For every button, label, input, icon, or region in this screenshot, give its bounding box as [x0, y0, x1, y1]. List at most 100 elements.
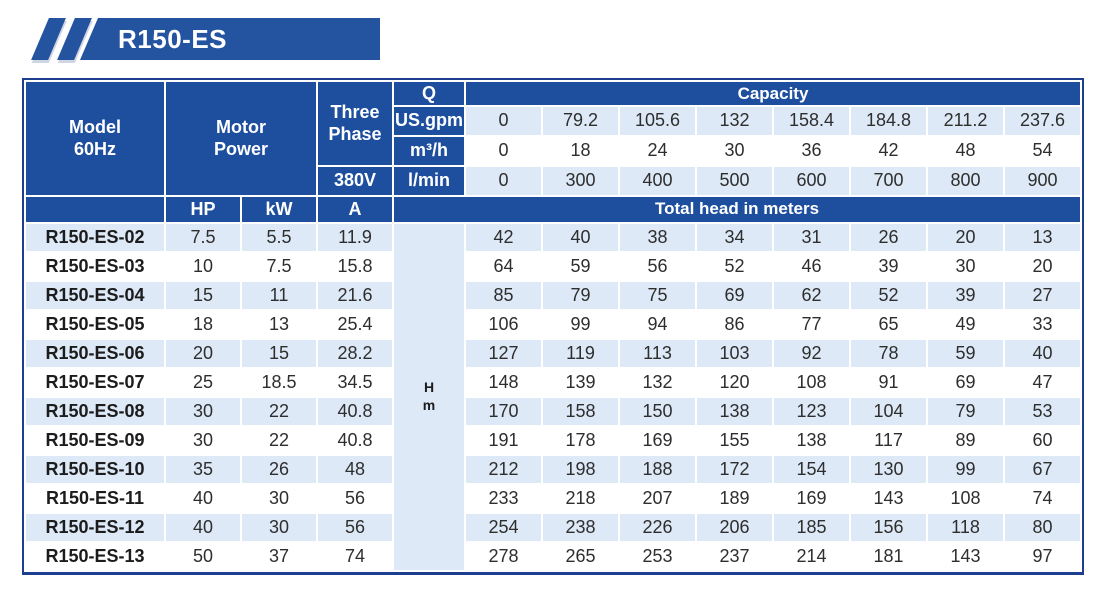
model-cell: R150-ES-13	[24, 540, 166, 572]
header-row-capacity: Model 60Hz Motor Power Three Phase Q Cap…	[24, 80, 1082, 197]
head-value-cell: 130	[849, 453, 928, 485]
head-value-cell: 99	[926, 453, 1005, 485]
head-value-cell: 188	[618, 453, 697, 485]
head-value-cell: 89	[926, 424, 1005, 456]
capacity-value-cell: 30	[695, 134, 774, 167]
hp-value-cell: 30	[164, 395, 242, 427]
header-row-units: HP kW A Total head in meters	[24, 194, 1082, 224]
head-value-cell: 207	[618, 482, 697, 514]
head-value-cell: 59	[926, 337, 1005, 369]
header-cell-m3h: m³/h	[392, 134, 466, 167]
head-value-cell: 20	[926, 221, 1005, 253]
head-value-cell: 113	[618, 337, 697, 369]
head-value-cell: 132	[618, 366, 697, 398]
table-row: R150-ES-04 15 11 21.6 85 79 75 69 62 52 39 27	[24, 279, 1082, 311]
model-cell: R150-ES-03	[24, 250, 166, 282]
head-value-cell: 99	[541, 308, 620, 340]
head-value-cell: 278	[464, 540, 543, 572]
amp-value-cell: 40.8	[316, 395, 394, 427]
header-cell-kw: kW	[240, 194, 318, 224]
table-row: R150-ES-11 40 30 56 233 218 207 189 169 143 108 74	[24, 482, 1082, 514]
capacity-value-cell: 0	[464, 104, 543, 137]
capacity-value-cell: 800	[926, 164, 1005, 197]
kw-value-cell: 22	[240, 424, 318, 456]
model-cell: R150-ES-07	[24, 366, 166, 398]
capacity-value-cell: 48	[926, 134, 1005, 167]
head-value-cell: 80	[1003, 511, 1082, 543]
amp-value-cell: 34.5	[316, 366, 394, 398]
head-value-cell: 118	[926, 511, 1005, 543]
hp-value-cell: 25	[164, 366, 242, 398]
head-value-cell: 143	[926, 540, 1005, 572]
header-cell-amp: A	[316, 194, 394, 224]
head-value-cell: 120	[695, 366, 774, 398]
head-value-cell: 139	[541, 366, 620, 398]
page-title: R150-ES	[118, 23, 227, 54]
capacity-value-cell: 0	[464, 164, 543, 197]
head-value-cell: 178	[541, 424, 620, 456]
head-value-cell: 74	[1003, 482, 1082, 514]
head-value-cell: 39	[926, 279, 1005, 311]
model-cell: R150-ES-06	[24, 337, 166, 369]
head-value-cell: 154	[772, 453, 851, 485]
head-value-cell: 123	[772, 395, 851, 427]
head-value-cell: 206	[695, 511, 774, 543]
head-value-cell: 214	[772, 540, 851, 572]
table-row: R150-ES-09 30 22 40.8 191 178 169 155 138 117 89 60	[24, 424, 1082, 456]
header-cell-lmin: l/min	[392, 164, 466, 197]
head-value-cell: 138	[772, 424, 851, 456]
model-cell: R150-ES-05	[24, 308, 166, 340]
head-value-cell: 33	[1003, 308, 1082, 340]
head-value-cell: 60	[1003, 424, 1082, 456]
amp-value-cell: 11.9	[316, 221, 394, 253]
amp-value-cell: 28.2	[316, 337, 394, 369]
head-value-cell: 40	[541, 221, 620, 253]
table-row: R150-ES-13 50 37 74 278 265 253 237 214 181 143 97	[24, 540, 1082, 572]
model-cell: R150-ES-09	[24, 424, 166, 456]
head-value-cell: 77	[772, 308, 851, 340]
head-value-cell: 79	[541, 279, 620, 311]
model-cell: R150-ES-04	[24, 279, 166, 311]
head-value-cell: 31	[772, 221, 851, 253]
kw-value-cell: 15	[240, 337, 318, 369]
amp-value-cell: 74	[316, 540, 394, 572]
head-value-cell: 13	[1003, 221, 1082, 253]
head-value-cell: 156	[849, 511, 928, 543]
header-cell-capacity: Capacity	[464, 80, 1082, 107]
hp-value-cell: 40	[164, 511, 242, 543]
capacity-value-cell: 79.2	[541, 104, 620, 137]
spec-table-frame: Model 60Hz Motor Power Three Phase Q Cap…	[22, 78, 1084, 575]
banner-body: R150-ES	[80, 18, 380, 60]
head-value-cell: 181	[849, 540, 928, 572]
head-value-cell: 78	[849, 337, 928, 369]
spec-table: Model 60Hz Motor Power Three Phase Q Cap…	[24, 80, 1082, 572]
head-value-cell: 65	[849, 308, 928, 340]
head-value-cell: 59	[541, 250, 620, 282]
table-row: R150-ES-06 20 15 28.2 127 119 113 103 92 78 59 40	[24, 337, 1082, 369]
head-value-cell: 104	[849, 395, 928, 427]
head-value-cell: 39	[849, 250, 928, 282]
hp-value-cell: 40	[164, 482, 242, 514]
head-value-cell: 92	[772, 337, 851, 369]
header-cell-model: Model 60Hz	[24, 80, 166, 197]
head-value-cell: 69	[695, 279, 774, 311]
kw-value-cell: 18.5	[240, 366, 318, 398]
amp-value-cell: 48	[316, 453, 394, 485]
kw-value-cell: 26	[240, 453, 318, 485]
hp-value-cell: 20	[164, 337, 242, 369]
head-value-cell: 42	[464, 221, 543, 253]
head-value-cell: 253	[618, 540, 697, 572]
head-value-cell: 155	[695, 424, 774, 456]
kw-value-cell: 5.5	[240, 221, 318, 253]
kw-value-cell: 11	[240, 279, 318, 311]
model-cell: R150-ES-08	[24, 395, 166, 427]
head-value-cell: 47	[1003, 366, 1082, 398]
head-value-cell: 185	[772, 511, 851, 543]
capacity-value-cell: 18	[541, 134, 620, 167]
kw-value-cell: 13	[240, 308, 318, 340]
head-value-cell: 20	[1003, 250, 1082, 282]
head-value-cell: 191	[464, 424, 543, 456]
head-value-cell: 238	[541, 511, 620, 543]
